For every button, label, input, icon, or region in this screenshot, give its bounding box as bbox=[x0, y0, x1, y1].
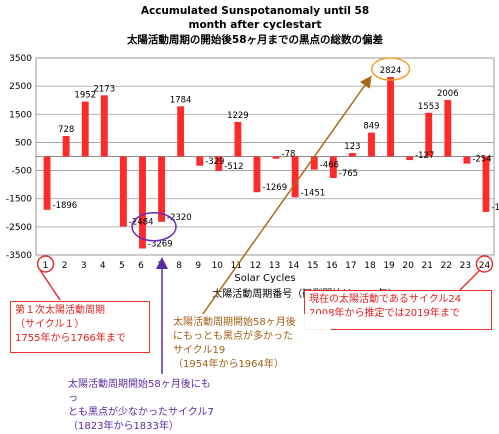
data-label-cycle-20: -127 bbox=[415, 151, 434, 161]
bar-cycle-4 bbox=[100, 95, 108, 157]
data-label-cycle-1: -1896 bbox=[53, 201, 78, 211]
bar-cycle-6 bbox=[139, 156, 146, 249]
bar-cycle-15 bbox=[310, 156, 318, 170]
x-tick-label: 17 bbox=[345, 261, 356, 271]
data-label-cycle-3: 1952 bbox=[74, 91, 96, 101]
bar-cycle-11 bbox=[234, 121, 242, 157]
bar-cycle-7 bbox=[158, 156, 166, 222]
data-label-cycle-6: -3269 bbox=[148, 239, 173, 249]
x-tick-label: 16 bbox=[326, 261, 338, 271]
y-tick-label: 2500 bbox=[9, 82, 32, 92]
data-label-cycle-11: 1229 bbox=[227, 111, 249, 121]
y-tick-label: -3500 bbox=[6, 251, 32, 261]
x-tick-label: 5 bbox=[119, 261, 125, 271]
y-tick-label: 1500 bbox=[9, 110, 32, 120]
x-tick-label: 10 bbox=[212, 261, 224, 271]
x-tick-label: 21 bbox=[421, 261, 432, 271]
data-label-cycle-16: -765 bbox=[339, 169, 358, 179]
x-tick-label: 3 bbox=[81, 261, 87, 271]
x-tick-label: 14 bbox=[288, 261, 300, 271]
x-tick-label: 19 bbox=[383, 261, 395, 271]
highlight-cycle24-circle bbox=[475, 255, 494, 273]
data-label-cycle-22: 2006 bbox=[437, 89, 459, 99]
x-tick-label: 12 bbox=[250, 261, 261, 271]
data-label-cycle-12: -1269 bbox=[262, 183, 287, 193]
bar-cycle-1 bbox=[43, 156, 51, 210]
highlight-max-ellipse bbox=[370, 57, 411, 81]
y-tick-label: -2500 bbox=[6, 223, 32, 233]
x-tick-label: 23 bbox=[460, 261, 471, 271]
x-tick-label: 6 bbox=[138, 261, 144, 271]
y-tick-label: 500 bbox=[15, 138, 32, 148]
data-label-cycle-2: 728 bbox=[58, 125, 74, 135]
bar-cycle-13 bbox=[272, 156, 280, 159]
bar-cycle-16 bbox=[329, 156, 337, 179]
x-tick-label: 2 bbox=[62, 261, 68, 271]
bar-cycle-20 bbox=[406, 156, 414, 161]
data-label-cycle-18: 849 bbox=[363, 122, 379, 132]
plot-area: -3500 -2500 -1500 -500 500 1500 2500 3500 -1896 7… bbox=[6, 54, 499, 273]
data-label-cycle-10: -512 bbox=[224, 162, 243, 172]
bar-cycle-21 bbox=[425, 112, 433, 157]
chart-title-line1: Accumulated Sunspotanomaly until 58 bbox=[141, 5, 369, 17]
x-tick-label: 9 bbox=[195, 261, 201, 271]
bar-cycle-17 bbox=[348, 153, 356, 157]
x-tick-label: 8 bbox=[176, 261, 182, 271]
bar-cycle-2 bbox=[62, 136, 70, 157]
x-tick-label: 4 bbox=[100, 261, 106, 271]
chart-title-line2: month after cyclestart bbox=[189, 19, 322, 31]
annotation-cycle7: 太陽活動周期開始58ヶ月後にもっ とも黒点が少なかったサイクル7 （1823年か… bbox=[64, 376, 222, 432]
y-tick-label: -500 bbox=[12, 167, 33, 177]
data-label-cycle-4: 2173 bbox=[93, 84, 115, 94]
bar-cycle-24 bbox=[482, 156, 490, 212]
annotation-cycle1: 第１次太陽活動周期 （サイクル１） 1755年から1766年まで bbox=[10, 301, 150, 353]
data-label-cycle-5: -2484 bbox=[129, 217, 154, 227]
x-tick-label: 22 bbox=[441, 261, 452, 271]
connector-cycle1 bbox=[39, 269, 61, 301]
x-tick-label: 1 bbox=[43, 261, 49, 271]
data-label-cycle-14: -1451 bbox=[301, 188, 326, 198]
data-label-cycle-24: -1968 bbox=[491, 203, 499, 213]
bar-cycle-23 bbox=[463, 156, 471, 164]
bar-cycle-8 bbox=[177, 106, 185, 157]
x-tick-label: 24 bbox=[479, 261, 491, 271]
x-tick-label: 18 bbox=[364, 261, 376, 271]
data-label-cycle-9: -329 bbox=[205, 157, 224, 167]
annotation-cycle19: 太陽活動周期開始58ヶ月後 にもっとも黒点が多かった サイクル19 （1954年… bbox=[169, 314, 331, 382]
highlight-cycle1-circle bbox=[36, 255, 55, 273]
chart-title-line3: 太陽活動周期の開始後58ヶ月までの黒点の総数の偏差 bbox=[126, 33, 384, 46]
data-label-cycle-7: -2320 bbox=[167, 213, 192, 223]
data-label-cycle-13: -78 bbox=[282, 150, 296, 160]
x-tick-label: 20 bbox=[402, 261, 414, 271]
data-label-cycle-17: 123 bbox=[344, 142, 360, 152]
bar-cycle-3 bbox=[81, 101, 89, 157]
highlight-min-ellipse bbox=[131, 212, 177, 242]
bar-cycle-19 bbox=[387, 77, 395, 157]
data-label-cycle-21: 1553 bbox=[418, 102, 440, 112]
bar-cycle-22 bbox=[444, 100, 452, 157]
bar-cycle-12 bbox=[253, 156, 261, 193]
connector-cycle24 bbox=[459, 269, 481, 291]
bar-cycle-14 bbox=[291, 156, 299, 198]
x-tick-label: 13 bbox=[269, 261, 280, 271]
bar-cycle-5 bbox=[119, 156, 127, 227]
x-tick-label: 15 bbox=[307, 261, 318, 271]
data-label-cycle-8: 1784 bbox=[170, 95, 192, 105]
y-tick-label: 3500 bbox=[9, 54, 32, 64]
data-label-cycle-19: 2824 bbox=[380, 66, 402, 76]
data-label-cycle-15: -466 bbox=[320, 161, 339, 171]
data-label-cycle-23: -254 bbox=[472, 155, 491, 165]
arrow-to-cycle19 bbox=[199, 75, 372, 319]
bar-cycle-10 bbox=[215, 156, 223, 171]
bar-cycle-9 bbox=[196, 156, 204, 166]
x-axis-title: Solar Cycles bbox=[234, 273, 295, 284]
y-tick-label: -1500 bbox=[6, 195, 32, 205]
annotation-cycle24: 現在の太陽活動であるサイクル24 2008年から推定では2019年まで bbox=[304, 290, 492, 330]
bar-cycle-18 bbox=[368, 132, 375, 157]
